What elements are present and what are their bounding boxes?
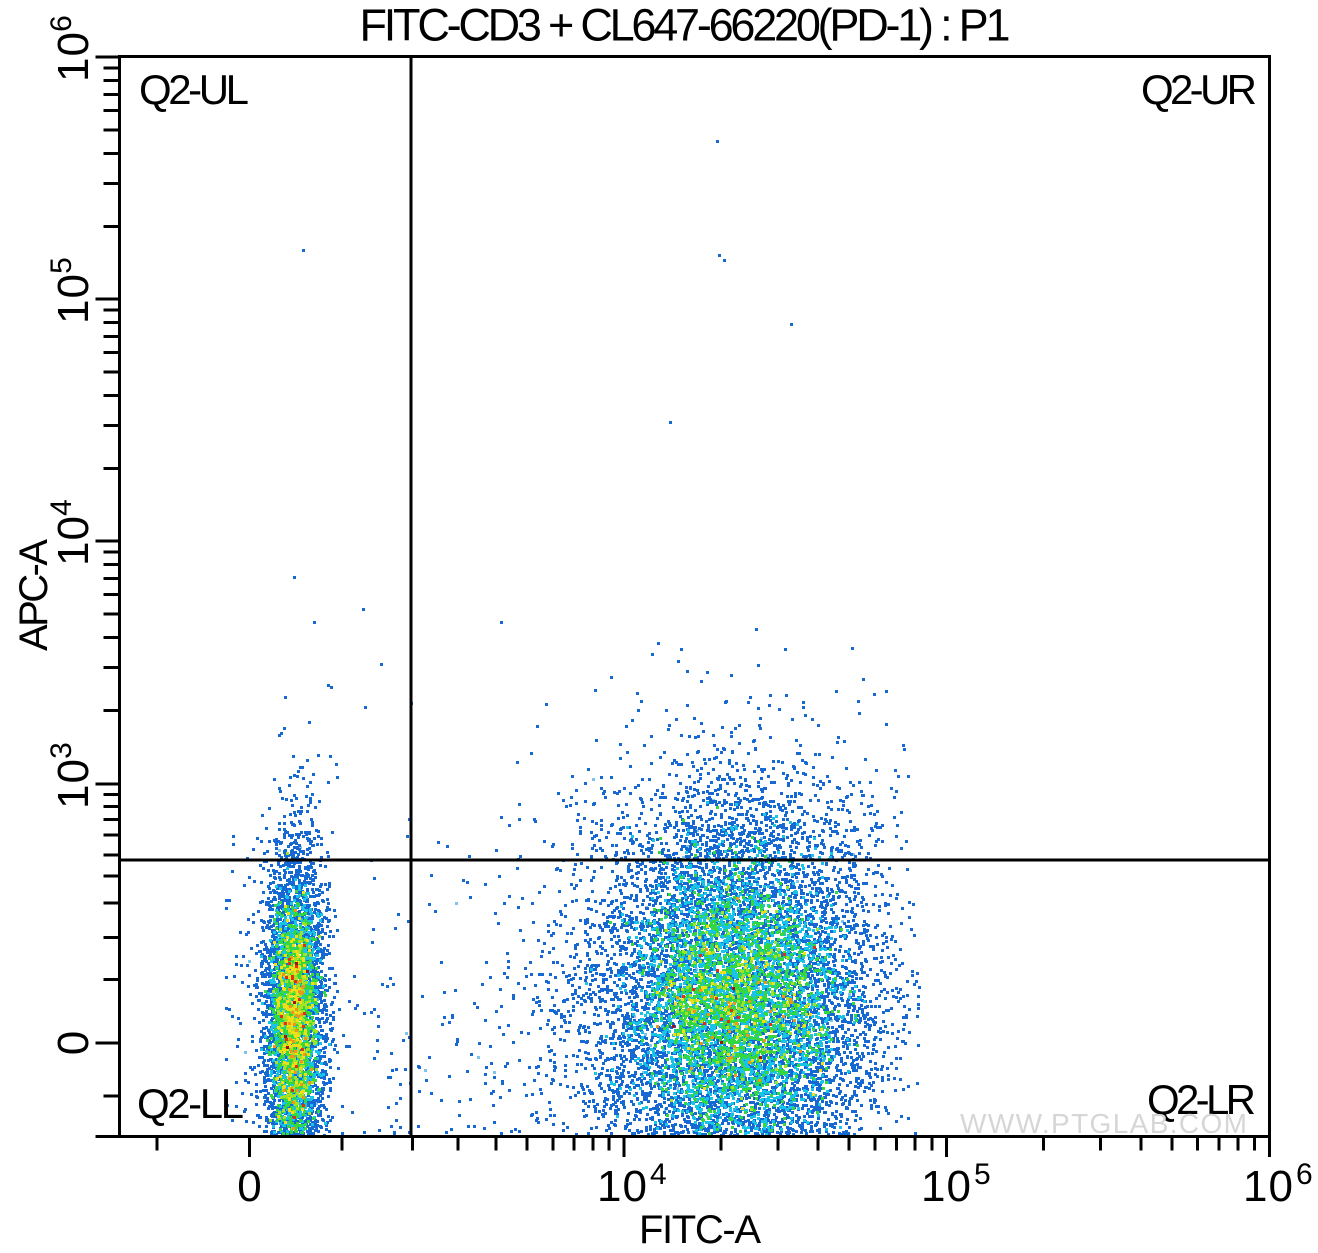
svg-text:10: 10: [597, 1162, 647, 1211]
svg-text:0: 0: [237, 1162, 261, 1211]
svg-text:10: 10: [49, 759, 98, 809]
svg-text:Q2-LR: Q2-LR: [1147, 1076, 1256, 1123]
svg-text:6: 6: [45, 15, 78, 32]
svg-text:FITC-A: FITC-A: [639, 1208, 761, 1252]
svg-text:10: 10: [1243, 1162, 1293, 1211]
svg-text:5: 5: [974, 1158, 991, 1191]
svg-text:10: 10: [49, 274, 98, 324]
svg-text:4: 4: [45, 499, 78, 516]
svg-text:10: 10: [49, 516, 98, 566]
svg-text:4: 4: [650, 1158, 667, 1191]
svg-text:0: 0: [49, 1031, 98, 1055]
svg-text:10: 10: [921, 1162, 971, 1211]
svg-text:Q2-LL: Q2-LL: [137, 1080, 244, 1127]
svg-text:WWW.PTGLAB.COM: WWW.PTGLAB.COM: [960, 1108, 1247, 1139]
svg-text:10: 10: [49, 32, 98, 82]
svg-text:3: 3: [45, 742, 78, 759]
svg-text:5: 5: [45, 257, 78, 274]
svg-text:Q2-UR: Q2-UR: [1141, 66, 1257, 113]
svg-text:Q2-UL: Q2-UL: [139, 66, 249, 113]
svg-text:6: 6: [1296, 1158, 1313, 1191]
svg-text:APC-A: APC-A: [12, 539, 56, 651]
svg-text:FITC-CD3 + CL647-66220(PD-1) :: FITC-CD3 + CL647-66220(PD-1) : P1: [360, 0, 1011, 51]
